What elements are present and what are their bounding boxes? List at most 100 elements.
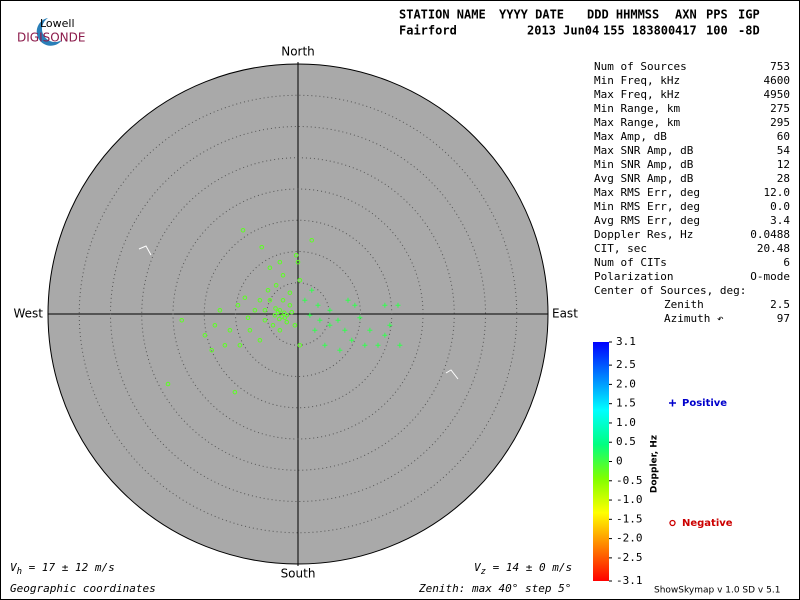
source-negative [265,287,271,293]
source-negative [292,322,298,328]
source-negative [262,317,268,323]
logo-swoosh [36,18,62,46]
center-title: Center of Sources, deg: [594,284,746,297]
source-negative [242,295,248,301]
legend-label: Negative [682,518,733,529]
stat-label: CIT, sec [594,242,647,255]
source-negative [267,297,273,303]
source-negative [297,277,303,283]
stat-label: Num of Sources [594,60,687,73]
stat-value: O-mode [750,270,790,283]
colorbar-title: Doppler, Hz [650,435,660,493]
source-negative [277,259,283,265]
source-negative [273,282,279,288]
stat-label: Polarization [594,270,673,283]
source-negative [202,332,208,338]
source-negative [287,290,293,296]
east-label: East [552,307,578,321]
source-positive [312,327,318,333]
colorbar-tick-label: 1.5 [616,397,636,410]
source-negative [259,244,265,250]
source-negative [217,307,223,313]
header-value: 155 183800 [603,24,675,38]
colorbar-tick-label: -1.5 [616,512,643,525]
stat-value: 753 [770,60,790,73]
zenith-text: Zenith: max 40° step 5° [418,582,571,595]
west-label: West [13,307,43,321]
stat-label: Doppler Res, Hz [594,228,693,241]
zenith-ring [110,126,486,502]
source-negative [252,307,258,313]
source-positive [327,307,333,313]
center-value: 2.5 [770,298,790,311]
logo-top: Lowell [40,17,75,30]
stat-value: 295 [770,116,790,129]
stat-label: Max SNR Amp, dB [594,144,694,157]
stat-label: Max RMS Err, deg [594,186,700,199]
center-label: Zenith [664,298,704,311]
legend-marker [669,519,676,527]
source-positive [397,342,403,348]
colorbar-tick-label: 2.0 [616,377,636,390]
colorbar-tick-label: -0.5 [616,474,643,487]
source-positive [335,317,341,323]
stat-value: 54 [777,144,791,157]
stat-value: 12 [777,158,790,171]
source-negative [293,252,299,258]
stat-label: Min Range, km [594,102,680,115]
source-positive [387,322,393,328]
vz-sub: z [481,567,486,577]
source-negative [270,322,276,328]
source-negative [209,347,215,353]
source-positive [349,337,355,343]
source-positive [337,347,343,353]
colorbar-tick-label: -1.0 [616,493,643,506]
stat-label: Min SNR Amp, dB [594,158,694,171]
source-negative [284,319,290,325]
source-positive [375,342,381,348]
source-negative [179,317,185,323]
coords-text: Geographic coordinates [10,582,156,595]
source-negative [237,342,243,348]
stat-label: Max Amp, dB [594,130,667,143]
header-label: YYYY DATE [499,8,564,22]
source-positive [362,342,368,348]
stat-value: 0.0 [770,200,790,213]
vh-sub: h [17,567,22,577]
source-negative [273,306,278,311]
stat-label: Min Freq, kHz [594,74,680,87]
logo-bottom: DIGISONDE [17,31,85,45]
zenith-ring [266,282,330,346]
center-value: 97 [777,312,790,325]
zenith-ring [78,94,518,534]
source-negative [309,237,315,243]
zenith-ring [235,251,361,377]
source-positive [395,302,401,308]
source-negative [280,272,286,278]
vz-symbol: V [474,561,482,574]
source-negative [277,327,283,333]
stat-label: Avg RMS Err, deg [594,214,700,227]
source-negative [235,302,241,308]
source-negative [276,316,282,322]
source-negative [279,314,285,319]
stat-value: 6 [783,256,790,269]
colorbar-tick-label: -2.5 [616,551,643,564]
source-negative [280,297,286,303]
source-negative [275,309,281,315]
source-negative [227,327,233,333]
source-negative [245,315,251,321]
header-label: PPS [706,8,728,22]
source-negative [165,381,171,387]
vh-text: Vh = 17 ± 12 m/s [10,561,115,577]
stat-label: Num of CITs [594,256,667,269]
source-negative [262,307,268,313]
stat-value: 20.48 [757,242,790,255]
stat-value: 60 [777,130,790,143]
source-negative [289,309,295,315]
zenith-ring [203,219,393,409]
header-label: IGP [738,8,760,22]
vh-symbol: V [10,561,18,574]
source-positive [317,317,323,323]
